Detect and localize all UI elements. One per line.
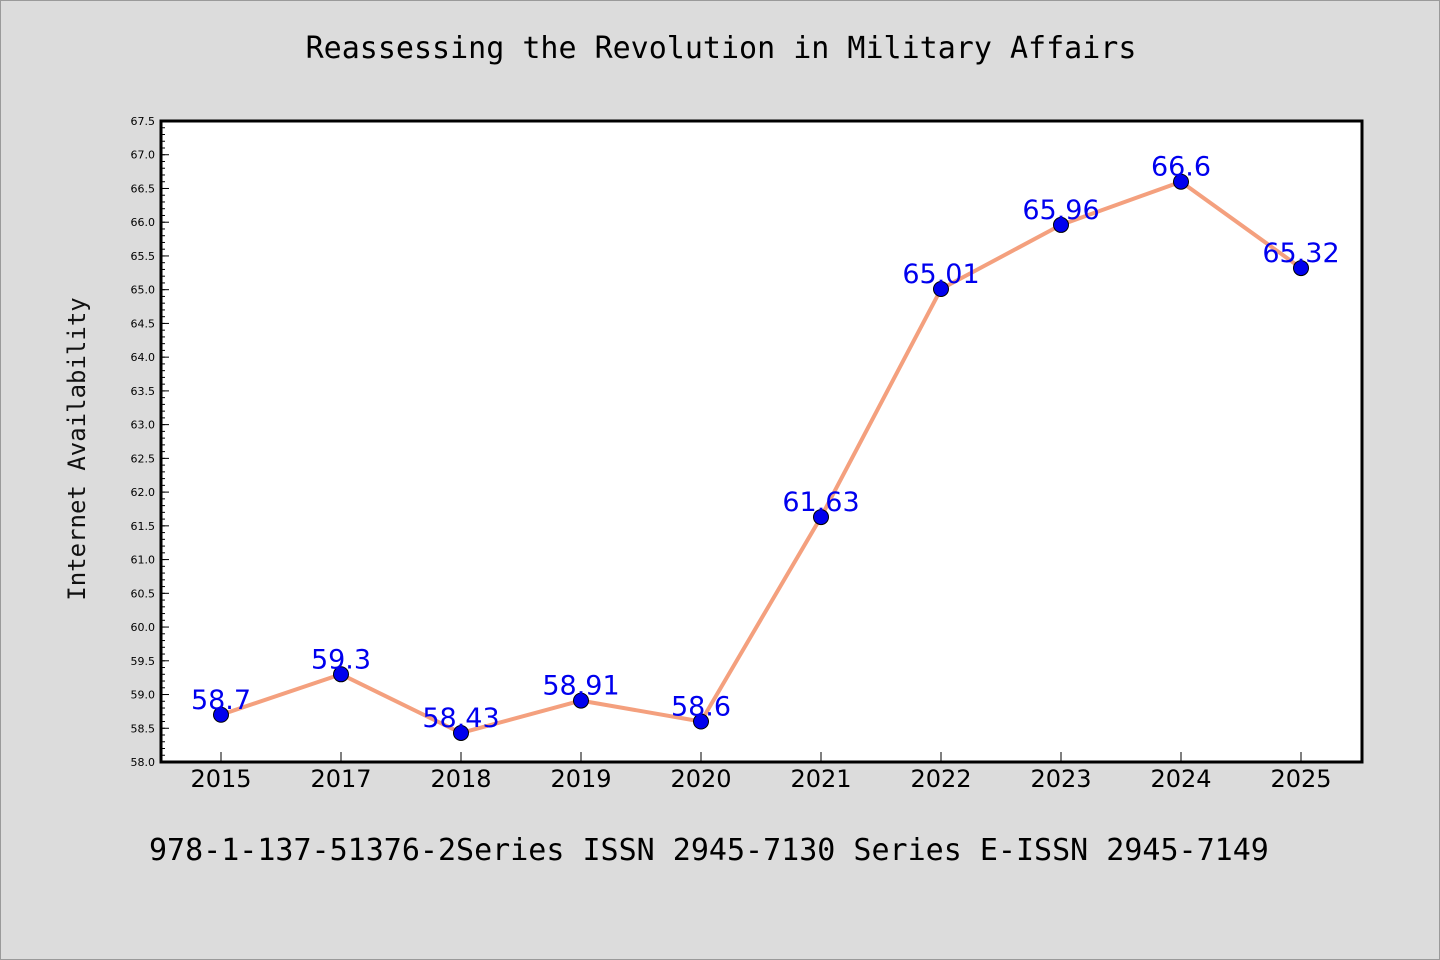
- data-point: [453, 724, 469, 741]
- y-tick-label: 61.5: [131, 520, 156, 533]
- data-label: 65.32: [1262, 238, 1339, 269]
- y-tick-label: 60.5: [131, 587, 156, 600]
- data-label: 58.91: [542, 671, 619, 702]
- plot-area: [159, 119, 1364, 764]
- y-tick-label: 64.5: [131, 317, 156, 330]
- data-markers: [213, 173, 1309, 741]
- y-tick-label: 65.5: [131, 250, 156, 263]
- data-label: 65.01: [902, 259, 979, 290]
- data-point: [693, 713, 709, 730]
- data-point: [1053, 216, 1069, 233]
- y-tick-label: 59.5: [131, 655, 156, 668]
- data-label: 58.7: [191, 685, 251, 716]
- y-axis: 58.0 58.5 59.0 59.5 60.0 60.5 61.0 61.5 62.0 62.5…: [131, 115, 169, 769]
- data-point: [1293, 260, 1309, 277]
- x-tick-label: 2019: [550, 765, 611, 793]
- y-tick-label: 59.0: [131, 689, 156, 702]
- series-line: [220, 179, 1303, 735]
- x-tick-label: 2020: [670, 765, 731, 793]
- data-point: [813, 509, 829, 526]
- x-tick-label: 2025: [1270, 765, 1331, 793]
- y-tick-label: 66.0: [131, 216, 156, 229]
- x-tick-label: 2018: [430, 765, 491, 793]
- x-tick-label: 2017: [310, 765, 371, 793]
- x-tick-label: 2024: [1150, 765, 1211, 793]
- data-labels: 58.7 59.3 58.43 58.91 58.6 61.63 65.01 65.96 66.…: [191, 152, 1340, 734]
- y-tick-label: 63.0: [131, 419, 156, 432]
- y-tick-label: 65.0: [131, 284, 156, 297]
- data-point: [333, 666, 349, 683]
- data-point: [573, 692, 589, 709]
- y-tick-label: 60.0: [131, 621, 156, 634]
- y-tick-label: 58.5: [131, 722, 156, 735]
- y-tick-label: 66.5: [131, 182, 156, 195]
- x-tick-label: 2021: [790, 765, 851, 793]
- data-point: [213, 706, 229, 723]
- data-label: 61.63: [782, 487, 859, 518]
- data-label: 58.6: [671, 692, 731, 723]
- y-tick-label: 67.0: [131, 149, 156, 162]
- data-label: 59.3: [311, 644, 371, 675]
- data-point: [933, 281, 949, 298]
- y-tick-label: 58.0: [131, 756, 156, 769]
- x-tick-label: 2015: [190, 765, 251, 793]
- x-tick-label: 2022: [910, 765, 971, 793]
- x-tick-label: 2023: [1030, 765, 1091, 793]
- y-tick-label: 61.0: [131, 554, 156, 567]
- y-tick-label: 63.5: [131, 385, 156, 398]
- y-tick-label: 62.0: [131, 486, 156, 499]
- data-label: 58.43: [422, 703, 499, 734]
- chart-title: Reassessing the Revolution in Military A…: [305, 31, 1137, 66]
- data-point: [1173, 173, 1189, 190]
- data-label: 66.6: [1151, 152, 1211, 183]
- x-axis: 2015 2017 2018 2019 2020 2021 2022 2023 2024 2025: [190, 752, 1332, 793]
- footer-isbn-issn: 978-1-137-51376-2Series ISSN 2945-7130 S…: [149, 833, 1269, 868]
- y-tick-label: 67.5: [131, 115, 156, 128]
- y-tick-label: 64.0: [131, 351, 156, 364]
- data-label: 65.96: [1022, 195, 1099, 226]
- y-tick-label: 62.5: [131, 452, 156, 465]
